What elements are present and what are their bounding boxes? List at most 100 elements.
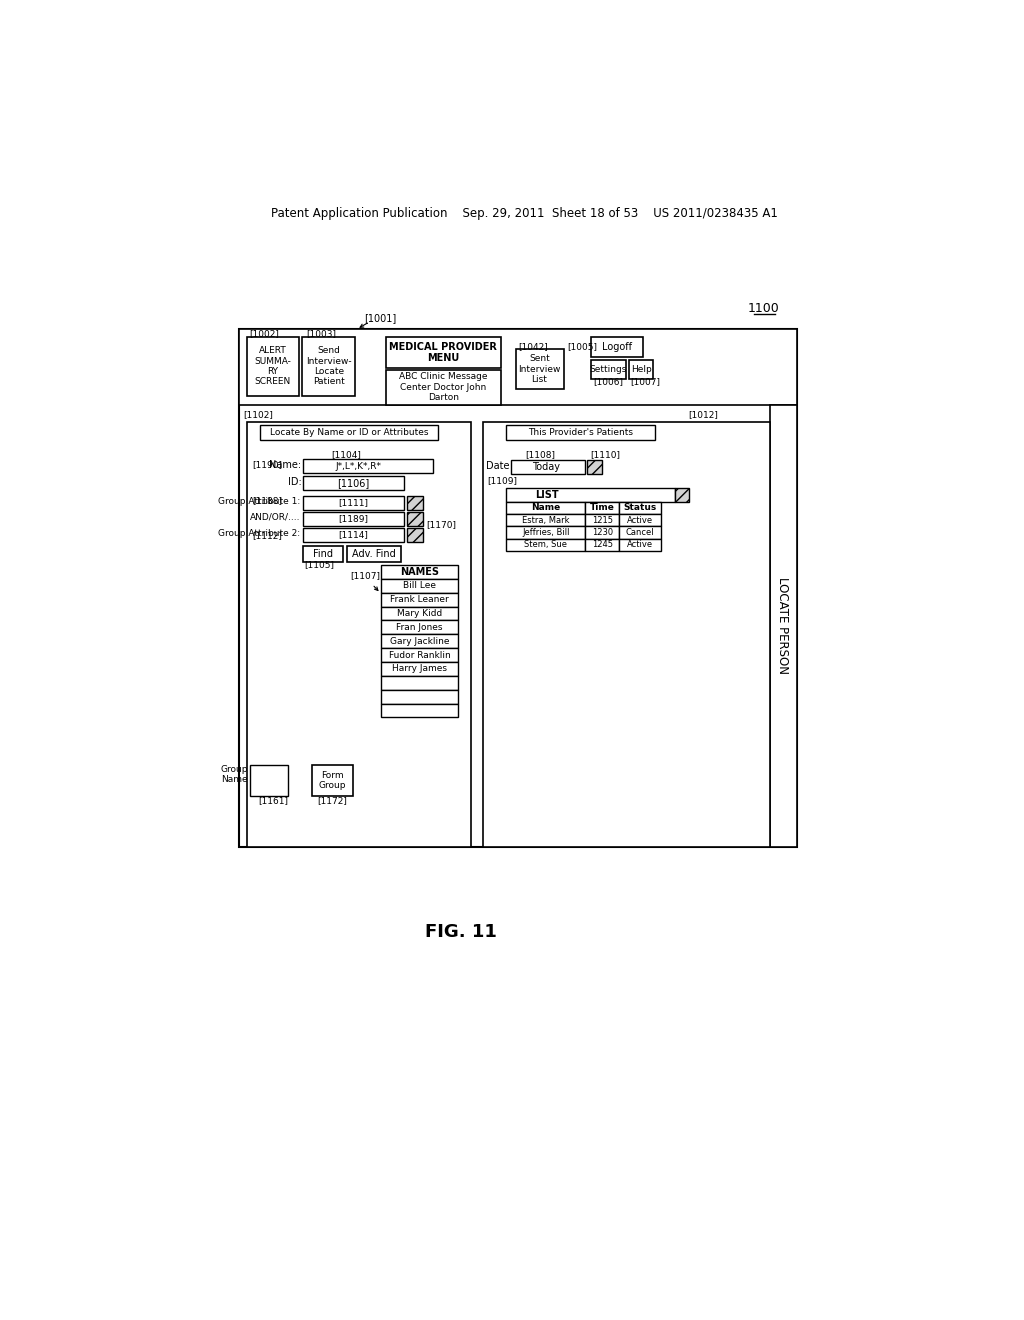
Text: [1002]: [1002] xyxy=(249,330,279,338)
Text: 1100: 1100 xyxy=(748,302,779,315)
Text: [1112]: [1112] xyxy=(252,531,282,540)
Text: [1172]: [1172] xyxy=(317,796,347,805)
Bar xyxy=(251,766,288,796)
Bar xyxy=(386,370,501,405)
Bar xyxy=(506,513,586,527)
Text: Status: Status xyxy=(624,503,657,512)
Text: [1106]: [1106] xyxy=(337,478,370,488)
Text: Cancel: Cancel xyxy=(626,528,654,537)
Text: [1104]: [1104] xyxy=(331,450,360,459)
Bar xyxy=(239,330,797,847)
Bar xyxy=(506,488,675,502)
Text: [1161]: [1161] xyxy=(258,796,288,805)
Bar xyxy=(620,513,662,527)
Text: Harry James: Harry James xyxy=(392,664,446,673)
Text: AND/OR/....: AND/OR/.... xyxy=(250,512,300,521)
Text: [1102]: [1102] xyxy=(244,411,273,420)
Text: Patent Application Publication    Sep. 29, 2011  Sheet 18 of 53    US 2011/02384: Patent Application Publication Sep. 29, … xyxy=(271,207,778,220)
Bar xyxy=(620,502,662,515)
Text: [1114]: [1114] xyxy=(339,531,369,540)
Text: [1190]: [1190] xyxy=(252,461,282,470)
Text: LIST: LIST xyxy=(535,490,558,500)
Bar xyxy=(592,337,643,358)
Bar xyxy=(303,528,403,543)
Text: Send
Interview-
Locate
Patient: Send Interview- Locate Patient xyxy=(306,346,351,387)
Bar xyxy=(629,360,653,379)
Bar xyxy=(381,565,458,579)
Text: NAMES: NAMES xyxy=(400,566,439,577)
Text: Date: Date xyxy=(485,461,509,471)
Text: [1107]: [1107] xyxy=(350,572,381,581)
Bar xyxy=(381,593,458,607)
Bar xyxy=(586,539,620,552)
Text: Adv. Find: Adv. Find xyxy=(352,549,395,560)
Bar xyxy=(586,502,620,515)
Text: MEDICAL PROVIDER
MENU: MEDICAL PROVIDER MENU xyxy=(389,342,498,363)
Bar xyxy=(303,495,403,510)
Text: Estra, Mark: Estra, Mark xyxy=(522,516,569,525)
Bar xyxy=(381,663,458,676)
Text: J*,L*,K*,R*: J*,L*,K*,R* xyxy=(336,462,382,471)
Bar xyxy=(407,495,423,510)
Text: [1001]: [1001] xyxy=(365,314,396,323)
Text: Form
Group: Form Group xyxy=(318,771,346,791)
Text: Active: Active xyxy=(628,540,653,549)
Bar xyxy=(303,546,343,562)
Bar xyxy=(303,477,403,490)
Text: Mary Kidd: Mary Kidd xyxy=(396,609,442,618)
Text: Stem, Sue: Stem, Sue xyxy=(524,540,567,549)
Text: Help: Help xyxy=(631,364,651,374)
Text: FIG. 11: FIG. 11 xyxy=(425,923,498,941)
Bar xyxy=(620,539,662,552)
Text: Name: Name xyxy=(531,503,560,512)
Bar xyxy=(381,676,458,689)
Text: Find: Find xyxy=(313,549,333,560)
Text: Group
Name: Group Name xyxy=(220,764,248,784)
Text: [1189]: [1189] xyxy=(339,515,369,523)
Text: ID:: ID: xyxy=(288,477,302,487)
Text: [1170]: [1170] xyxy=(426,520,457,529)
Text: Gary Jackline: Gary Jackline xyxy=(390,636,450,645)
Text: Settings: Settings xyxy=(590,364,627,374)
Text: [1111]: [1111] xyxy=(339,498,369,507)
Bar xyxy=(303,459,433,474)
Bar xyxy=(506,527,586,539)
Text: [1108]: [1108] xyxy=(524,450,555,459)
Text: Frank Leaner: Frank Leaner xyxy=(390,595,449,605)
Text: [1007]: [1007] xyxy=(630,378,660,387)
Text: Fran Jones: Fran Jones xyxy=(396,623,442,632)
Bar xyxy=(511,461,586,474)
Text: [1042]: [1042] xyxy=(518,342,548,351)
Bar xyxy=(515,350,564,389)
Text: Logoff: Logoff xyxy=(602,342,632,352)
Bar xyxy=(483,422,770,847)
Bar xyxy=(381,704,458,718)
Bar xyxy=(592,360,627,379)
Text: [1188]: [1188] xyxy=(252,496,282,506)
Text: Today: Today xyxy=(532,462,560,473)
Bar xyxy=(247,337,299,396)
Text: Group Attribute 2:: Group Attribute 2: xyxy=(218,529,300,537)
Text: ALERT
SUMMA-
RY
SCREEN: ALERT SUMMA- RY SCREEN xyxy=(255,346,292,387)
Text: [1109]: [1109] xyxy=(487,475,517,484)
Bar xyxy=(586,527,620,539)
Bar xyxy=(407,512,423,525)
Bar xyxy=(239,330,797,405)
Bar xyxy=(346,546,400,562)
Text: Active: Active xyxy=(628,516,653,525)
Text: [1005]: [1005] xyxy=(567,342,597,351)
Text: Bill Lee: Bill Lee xyxy=(402,581,436,590)
Text: Group Attribute 1:: Group Attribute 1: xyxy=(218,496,300,506)
Bar xyxy=(587,461,602,474)
Bar xyxy=(302,337,355,396)
Bar xyxy=(381,607,458,620)
Text: ABC Clinic Message
Center Doctor John
Darton: ABC Clinic Message Center Doctor John Da… xyxy=(399,372,487,403)
Bar xyxy=(303,512,403,525)
Bar xyxy=(506,539,586,552)
Bar xyxy=(506,425,655,441)
Text: LOCATE PERSON: LOCATE PERSON xyxy=(776,577,790,675)
Bar xyxy=(381,635,458,648)
Text: 1230: 1230 xyxy=(592,528,612,537)
Text: 1215: 1215 xyxy=(592,516,612,525)
Bar xyxy=(381,689,458,704)
